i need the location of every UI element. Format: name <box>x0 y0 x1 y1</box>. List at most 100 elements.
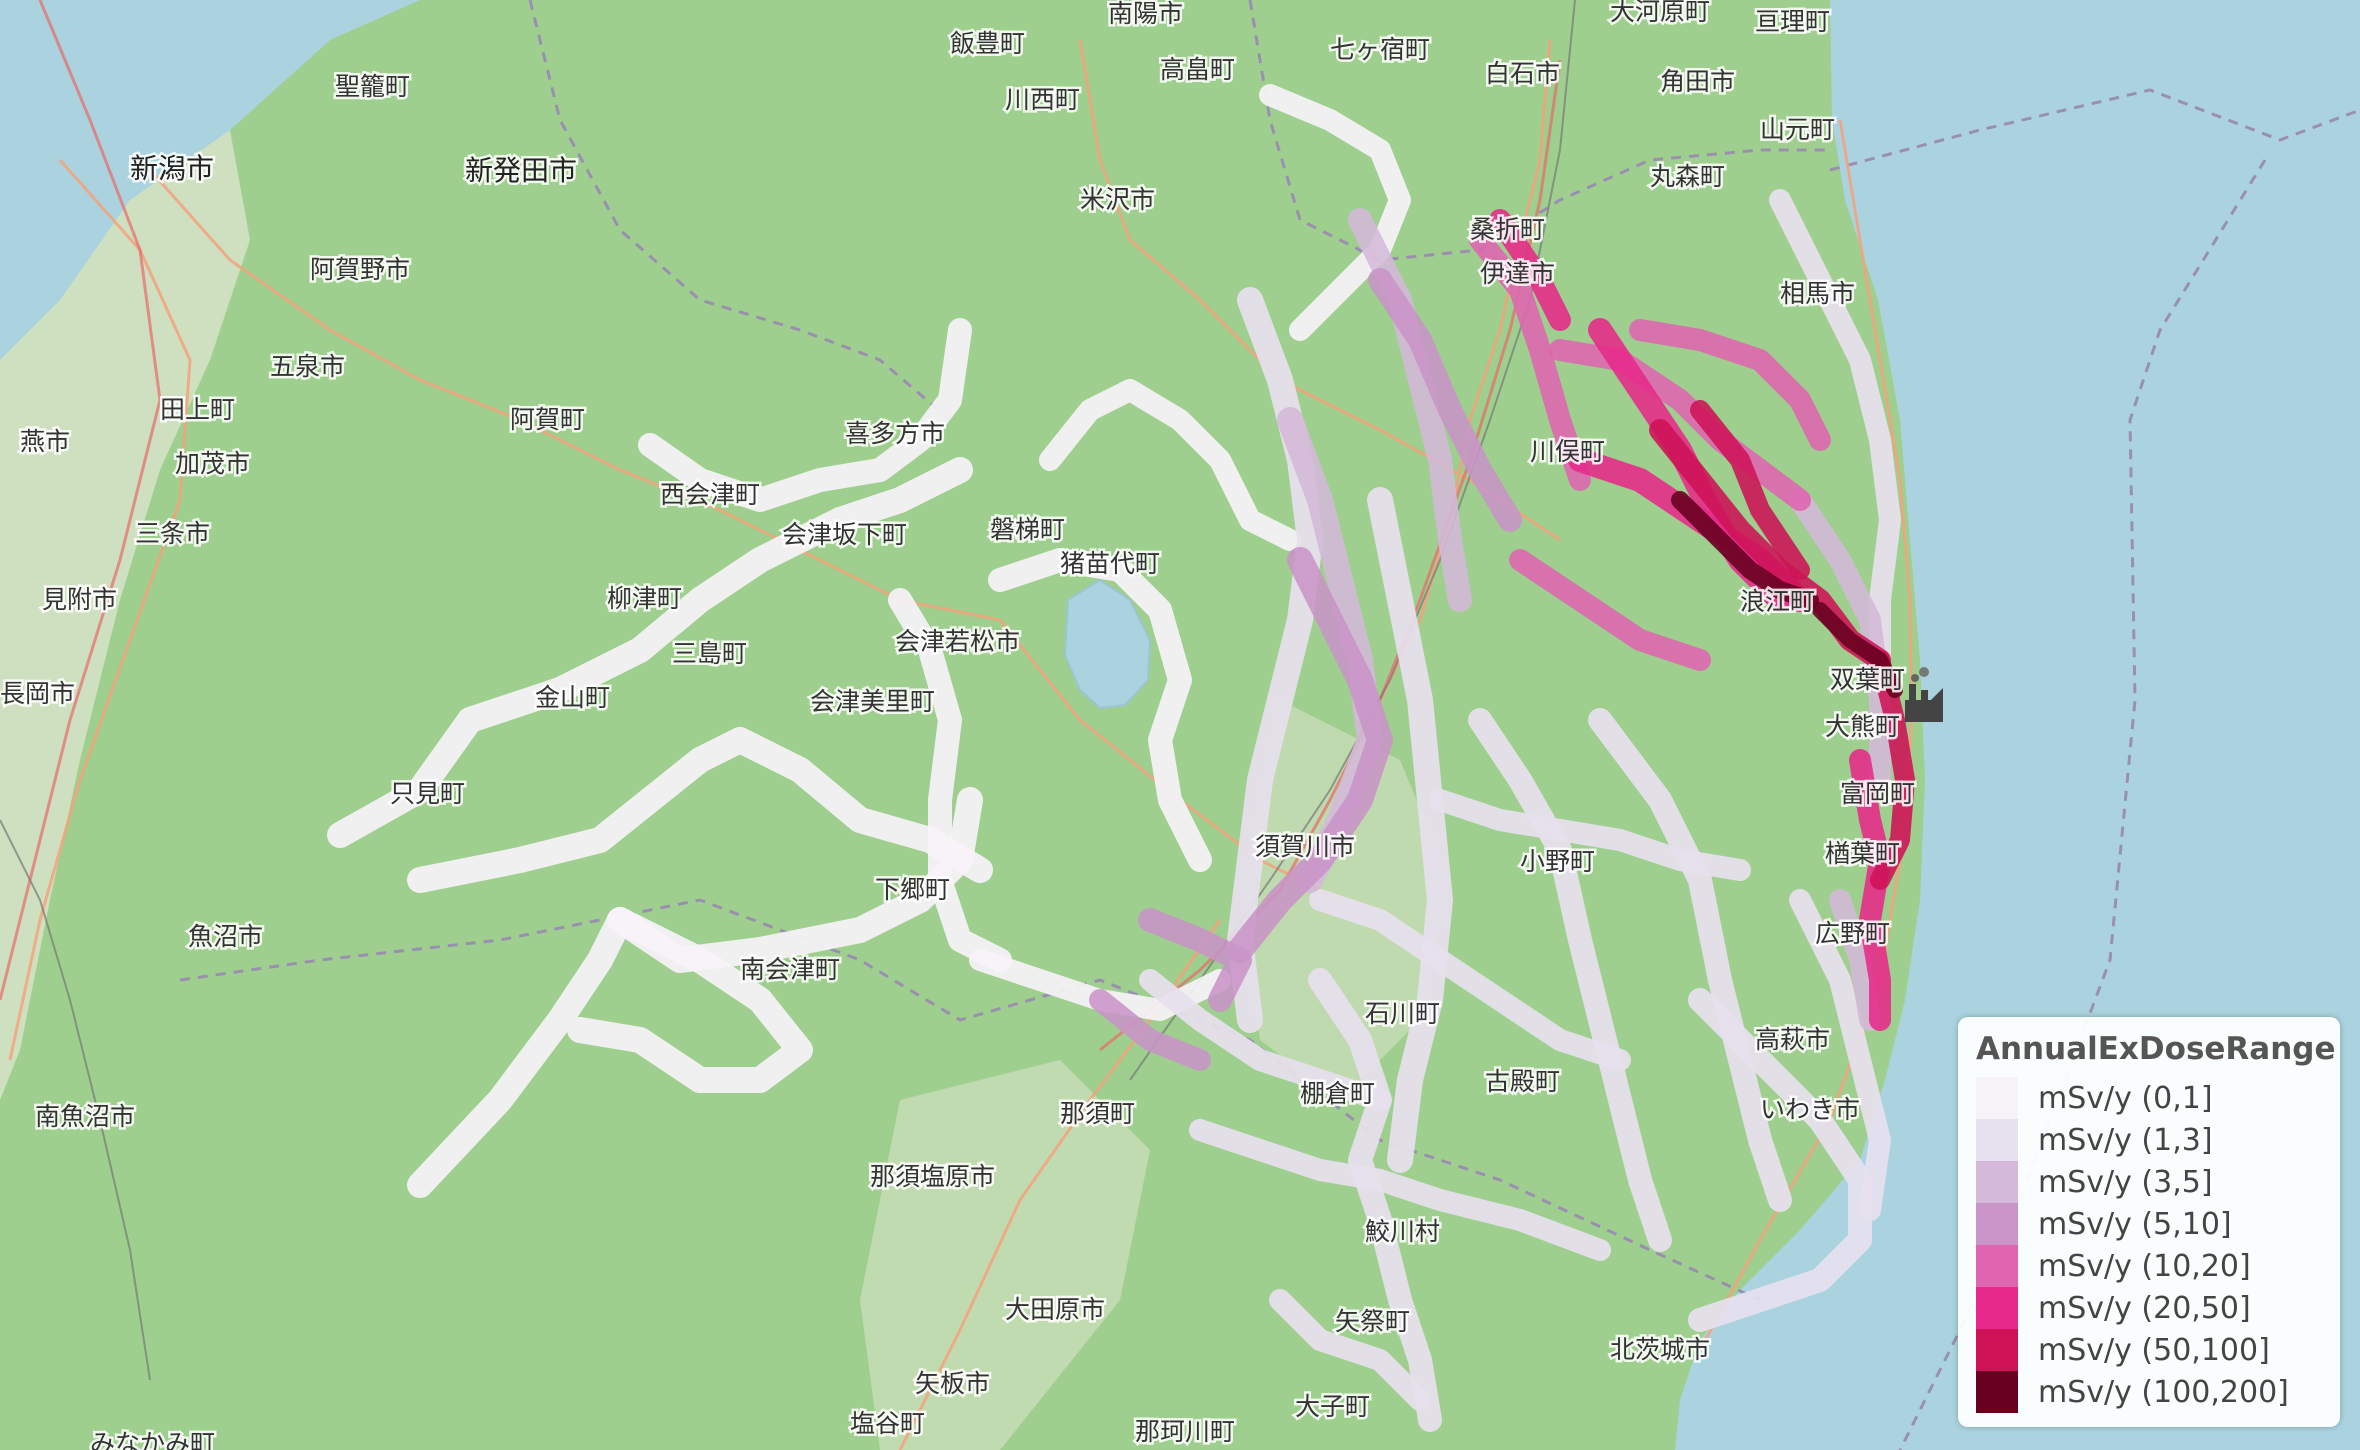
dose-track <box>607 787 983 973</box>
place-label: 会津若松市 <box>895 627 1020 656</box>
place-label: 北茨城市 <box>1610 1335 1710 1364</box>
place-label: 阿賀野市 <box>310 255 410 284</box>
legend-label: mSv/y (0,1] <box>2038 1080 2213 1116</box>
place-label: いわき市 <box>1760 1095 1860 1124</box>
place-label: 那珂川町 <box>1135 1417 1235 1446</box>
place-label: 桑折町 <box>1470 215 1545 244</box>
dose-track <box>1309 889 1631 1071</box>
place-label: 高畠町 <box>1160 55 1235 84</box>
dose-track <box>1789 889 1891 1221</box>
dose-track <box>888 588 1012 972</box>
place-label: 川俣町 <box>1530 437 1605 466</box>
dose-track <box>1468 708 1672 1252</box>
dose-track <box>1789 489 1891 791</box>
place-label: 塩谷町 <box>850 1409 925 1438</box>
dose-track <box>1629 319 1831 451</box>
dose-track <box>988 548 1212 872</box>
place-label: 川西町 <box>1005 85 1080 114</box>
place-label: 矢祭町 <box>1335 1307 1410 1336</box>
place-label: 磐梯町 <box>990 515 1065 544</box>
nuclear-plant-icon[interactable] <box>1905 667 1943 722</box>
legend-swatch <box>1976 1329 2018 1371</box>
place-label: 広野町 <box>1815 919 1890 948</box>
dose-legend: AnnualExDoseRange mSv/y (0,1] mSv/y (1,3]… <box>1958 1017 2340 1427</box>
legend-item: mSv/y (10,20] <box>1976 1245 2322 1287</box>
place-label: 棚倉町 <box>1300 1079 1375 1108</box>
legend-label: mSv/y (50,100] <box>2038 1332 2270 1368</box>
place-label: 大子町 <box>1295 1392 1370 1421</box>
place-label: 丸森町 <box>1650 162 1725 191</box>
legend-item: mSv/y (0,1] <box>1976 1077 2322 1119</box>
place-label: 新発田市 <box>465 154 577 187</box>
dose-track <box>1469 229 1591 491</box>
dose-track <box>1039 379 1301 551</box>
place-label: 金山町 <box>535 683 610 712</box>
legend-swatch <box>1976 1245 2018 1287</box>
legend-swatch <box>1976 1203 2018 1245</box>
place-label: 角田市 <box>1660 67 1735 96</box>
dose-track <box>1089 989 1211 1071</box>
place-label: 須賀川市 <box>1255 832 1355 861</box>
place-label: 小野町 <box>1520 847 1595 876</box>
dose-survey-tracks <box>327 84 1915 1432</box>
dose-track <box>1189 1119 1611 1261</box>
dose-track <box>1227 547 1393 963</box>
dose-track <box>1671 491 1819 609</box>
place-label: 喜多方市 <box>845 419 945 448</box>
place-label: 山元町 <box>1760 115 1835 144</box>
legend-item: mSv/y (50,100] <box>1976 1329 2322 1371</box>
place-label: 三条市 <box>135 519 210 548</box>
dose-track <box>1769 189 1901 691</box>
place-label: 飯豊町 <box>950 29 1025 58</box>
place-label: 西会津町 <box>660 480 760 509</box>
dose-track <box>1429 789 1751 881</box>
place-label: 伊達市 <box>1480 259 1555 288</box>
dose-track <box>1690 400 1810 580</box>
legend-label: mSv/y (5,10] <box>2038 1206 2232 1242</box>
legend-label: mSv/y (1,3] <box>2038 1122 2213 1158</box>
land-area <box>0 0 1925 1450</box>
legend-item: mSv/y (100,200] <box>1976 1371 2322 1413</box>
place-label: 白石市 <box>1485 59 1560 88</box>
legend-swatch <box>1976 1119 2018 1161</box>
place-label: 大熊町 <box>1825 712 1900 741</box>
legend-label: mSv/y (100,200] <box>2038 1374 2289 1410</box>
place-label: 石川町 <box>1365 999 1440 1028</box>
dose-track <box>1139 969 1391 1111</box>
place-label: 燕市 <box>20 427 70 456</box>
dose-track <box>1849 749 1891 1031</box>
dose-track <box>1829 889 1881 1031</box>
place-label: 那須塩原市 <box>870 1162 995 1191</box>
place-label: 富岡町 <box>1840 779 1915 808</box>
dose-track <box>1269 1289 1431 1411</box>
dose-track <box>1367 487 1453 1173</box>
place-label: 米沢市 <box>1080 185 1155 214</box>
place-label: 高萩市 <box>1755 1025 1830 1054</box>
place-label: 亘理町 <box>1755 7 1830 36</box>
dose-track <box>1870 650 1915 890</box>
legend-swatch <box>1976 1161 2018 1203</box>
place-label: 七ヶ宿町 <box>1330 35 1430 64</box>
legend-item: mSv/y (5,10] <box>1976 1203 2322 1245</box>
place-label: 楢葉町 <box>1825 839 1900 868</box>
legend-label: mSv/y (10,20] <box>2038 1248 2251 1284</box>
place-label: 魚沼市 <box>188 922 263 951</box>
place-label: 阿賀町 <box>510 405 585 434</box>
legend-item: mSv/y (3,5] <box>1976 1161 2322 1203</box>
dose-track <box>1812 602 1903 698</box>
place-label: 大河原町 <box>1610 0 1710 26</box>
place-label: 只見町 <box>390 779 465 808</box>
dose-track <box>1509 549 1711 671</box>
place-label: 柳津町 <box>607 584 682 613</box>
place-label: 三島町 <box>672 639 747 668</box>
place-label: 猪苗代町 <box>1060 549 1160 578</box>
dose-track <box>638 318 972 512</box>
legend-item: mSv/y (1,3] <box>1976 1119 2322 1161</box>
lake-inawashiro <box>1063 578 1152 710</box>
legend-label: mSv/y (3,5] <box>2038 1164 2213 1200</box>
dose-track <box>407 907 813 1198</box>
place-label: 相馬市 <box>1780 279 1855 308</box>
place-label: 会津美里町 <box>810 687 935 716</box>
